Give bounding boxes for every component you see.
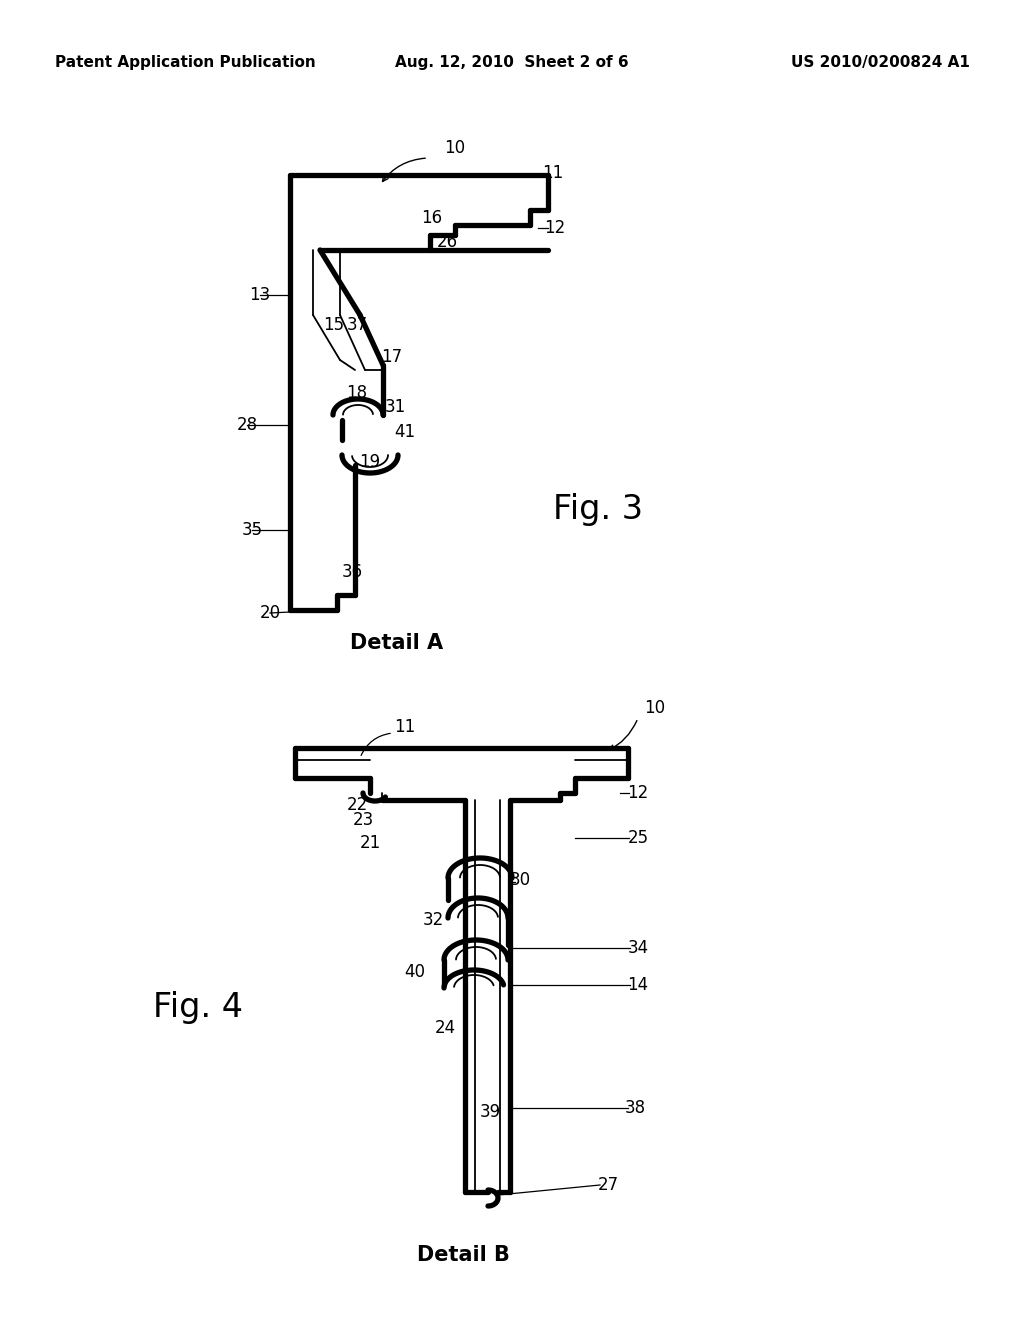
Text: 15: 15	[324, 315, 344, 334]
Text: 30: 30	[509, 871, 530, 888]
Text: Detail B: Detail B	[417, 1245, 509, 1265]
Text: 27: 27	[597, 1176, 618, 1195]
Text: 26: 26	[436, 234, 458, 251]
Text: 14: 14	[628, 975, 648, 994]
Text: 22: 22	[346, 796, 368, 814]
Text: 28: 28	[237, 416, 258, 434]
Text: 41: 41	[394, 422, 416, 441]
Text: 31: 31	[384, 399, 406, 416]
Text: 24: 24	[434, 1019, 456, 1038]
Text: 21: 21	[359, 834, 381, 851]
Text: 35: 35	[242, 521, 262, 539]
Text: 37: 37	[346, 315, 368, 334]
Text: 23: 23	[352, 810, 374, 829]
Text: 36: 36	[341, 564, 362, 581]
Text: 12: 12	[545, 219, 565, 238]
Text: 39: 39	[479, 1104, 501, 1121]
Text: 10: 10	[444, 139, 466, 157]
Text: 12: 12	[628, 784, 648, 803]
Text: 32: 32	[422, 911, 443, 929]
Text: 38: 38	[625, 1100, 645, 1117]
Text: Fig. 3: Fig. 3	[553, 494, 643, 527]
Text: Aug. 12, 2010  Sheet 2 of 6: Aug. 12, 2010 Sheet 2 of 6	[395, 55, 629, 70]
Text: 11: 11	[394, 718, 416, 737]
Text: 10: 10	[644, 700, 666, 717]
Text: Patent Application Publication: Patent Application Publication	[55, 55, 315, 70]
Text: 17: 17	[381, 348, 402, 366]
Text: 18: 18	[346, 384, 368, 403]
Text: 25: 25	[628, 829, 648, 847]
Text: 20: 20	[259, 605, 281, 622]
Text: 16: 16	[422, 209, 442, 227]
Text: US 2010/0200824 A1: US 2010/0200824 A1	[792, 55, 970, 70]
Text: 19: 19	[359, 453, 381, 471]
Text: 40: 40	[404, 964, 426, 981]
Text: 34: 34	[628, 939, 648, 957]
Text: 11: 11	[543, 164, 563, 182]
Text: Fig. 4: Fig. 4	[153, 991, 243, 1024]
Text: 13: 13	[250, 286, 270, 304]
Text: Detail A: Detail A	[350, 634, 443, 653]
